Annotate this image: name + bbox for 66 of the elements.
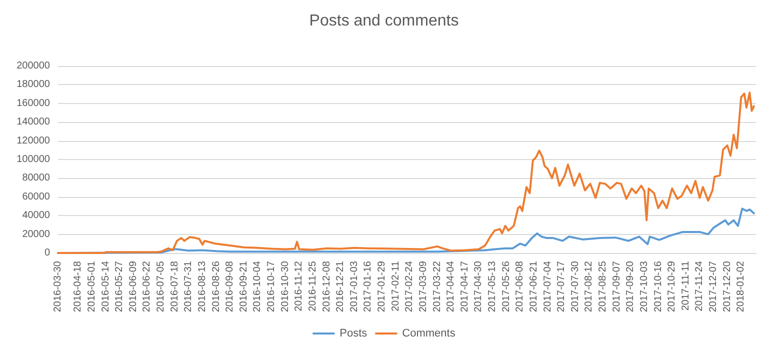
x-tick-label: 2017-03-22 [432, 260, 443, 312]
x-tick-label: 2016-04-18 [72, 260, 84, 312]
x-tick-label: 2017-07-04 [542, 260, 554, 312]
x-tick-label: 2016-10-17 [266, 260, 278, 312]
x-tick-label: 2017-05-26 [500, 260, 512, 312]
x-tick-label: 2016-11-25 [307, 260, 318, 312]
x-tick-label: 2017-11-24 [694, 260, 706, 312]
x-tick-label: 2017-12-20 [722, 260, 733, 312]
x-tick-label: 2016-07-05 [156, 260, 167, 312]
legend-label: Comments [402, 328, 456, 340]
x-tick-label: 2016-10-04 [252, 260, 264, 312]
y-tick-label: 180000 [16, 79, 50, 90]
x-tick-label: 2017-08-25 [598, 260, 609, 312]
x-tick-label: 2017-11-11 [680, 260, 692, 311]
x-tick-label: 2017-04-04 [446, 260, 457, 312]
y-tick-label: 160000 [16, 98, 50, 109]
x-tick-label: 2017-07-17 [556, 260, 568, 312]
x-tick-label: 2016-06-09 [128, 260, 139, 312]
x-tick-label: 2016-10-30 [280, 260, 291, 312]
y-tick-label: 120000 [16, 135, 50, 146]
x-tick-label: 2017-09-07 [611, 260, 622, 312]
x-tick-label: 2017-04-17 [459, 260, 470, 312]
y-tick-label: 20000 [22, 228, 50, 240]
y-tick-label: 200000 [16, 60, 50, 72]
x-tick-label: 2017-10-16 [652, 260, 664, 312]
x-tick-label: 2016-05-14 [100, 260, 112, 312]
x-tick-label: 2018-01-02 [736, 260, 747, 312]
y-tick-label: 60000 [22, 191, 50, 202]
x-tick-label: 2017-09-20 [625, 260, 636, 312]
x-tick-label: 2017-10-29 [666, 260, 678, 312]
x-tick-label: 2016-08-13 [196, 260, 208, 312]
x-tick-label: 2017-05-13 [487, 260, 498, 312]
x-tick-label: 2016-05-27 [114, 260, 126, 312]
x-tick-label: 2016-09-08 [224, 260, 236, 312]
x-tick-label: 2017-06-21 [528, 260, 540, 312]
y-tick-label: 40000 [22, 210, 50, 222]
chart-title: Posts and comments [309, 12, 459, 30]
x-tick-label: 2017-10-03 [638, 260, 650, 312]
x-tick-label: 2016-05-01 [86, 260, 98, 312]
x-tick-label: 2017-12-07 [708, 260, 720, 312]
x-tick-label: 2017-01-03 [348, 260, 360, 312]
x-tick-label: 2016-09-21 [238, 260, 250, 312]
x-tick-label: 2017-02-11 [390, 260, 402, 312]
x-tick-label: 2016-06-22 [142, 260, 153, 312]
line-series [57, 92, 755, 254]
x-tick-label: 2016-12-08 [321, 260, 332, 312]
x-tick-label: 2017-04-30 [473, 260, 484, 312]
x-tick-label: 2016-11-12 [294, 260, 305, 312]
x-tick-label: 2017-02-24 [404, 260, 416, 312]
y-tick-label: 80000 [22, 172, 50, 184]
y-tick-label: 140000 [16, 116, 50, 128]
x-tick-label: 2016-07-31 [183, 260, 194, 312]
x-tick-label: 2016-08-26 [210, 260, 222, 312]
x-tick-label: 2016-03-30 [52, 260, 64, 312]
line-series [57, 208, 755, 254]
x-tick-label: 2017-01-16 [362, 260, 374, 312]
x-tick-label: 2016-07-18 [169, 260, 180, 312]
x-tick-label: 2017-01-29 [376, 260, 388, 312]
x-tick-label: 2017-08-12 [584, 260, 595, 312]
y-tick-label: 100000 [16, 154, 50, 165]
legend-label: Posts [340, 328, 368, 340]
x-tick-label: 2017-06-08 [514, 260, 526, 312]
y-tick-label: 0 [44, 248, 50, 258]
x-tick-label: 2017-07-30 [570, 260, 581, 312]
x-tick-label: 2017-03-09 [418, 260, 429, 312]
x-tick-label: 2016-12-21 [335, 260, 346, 312]
